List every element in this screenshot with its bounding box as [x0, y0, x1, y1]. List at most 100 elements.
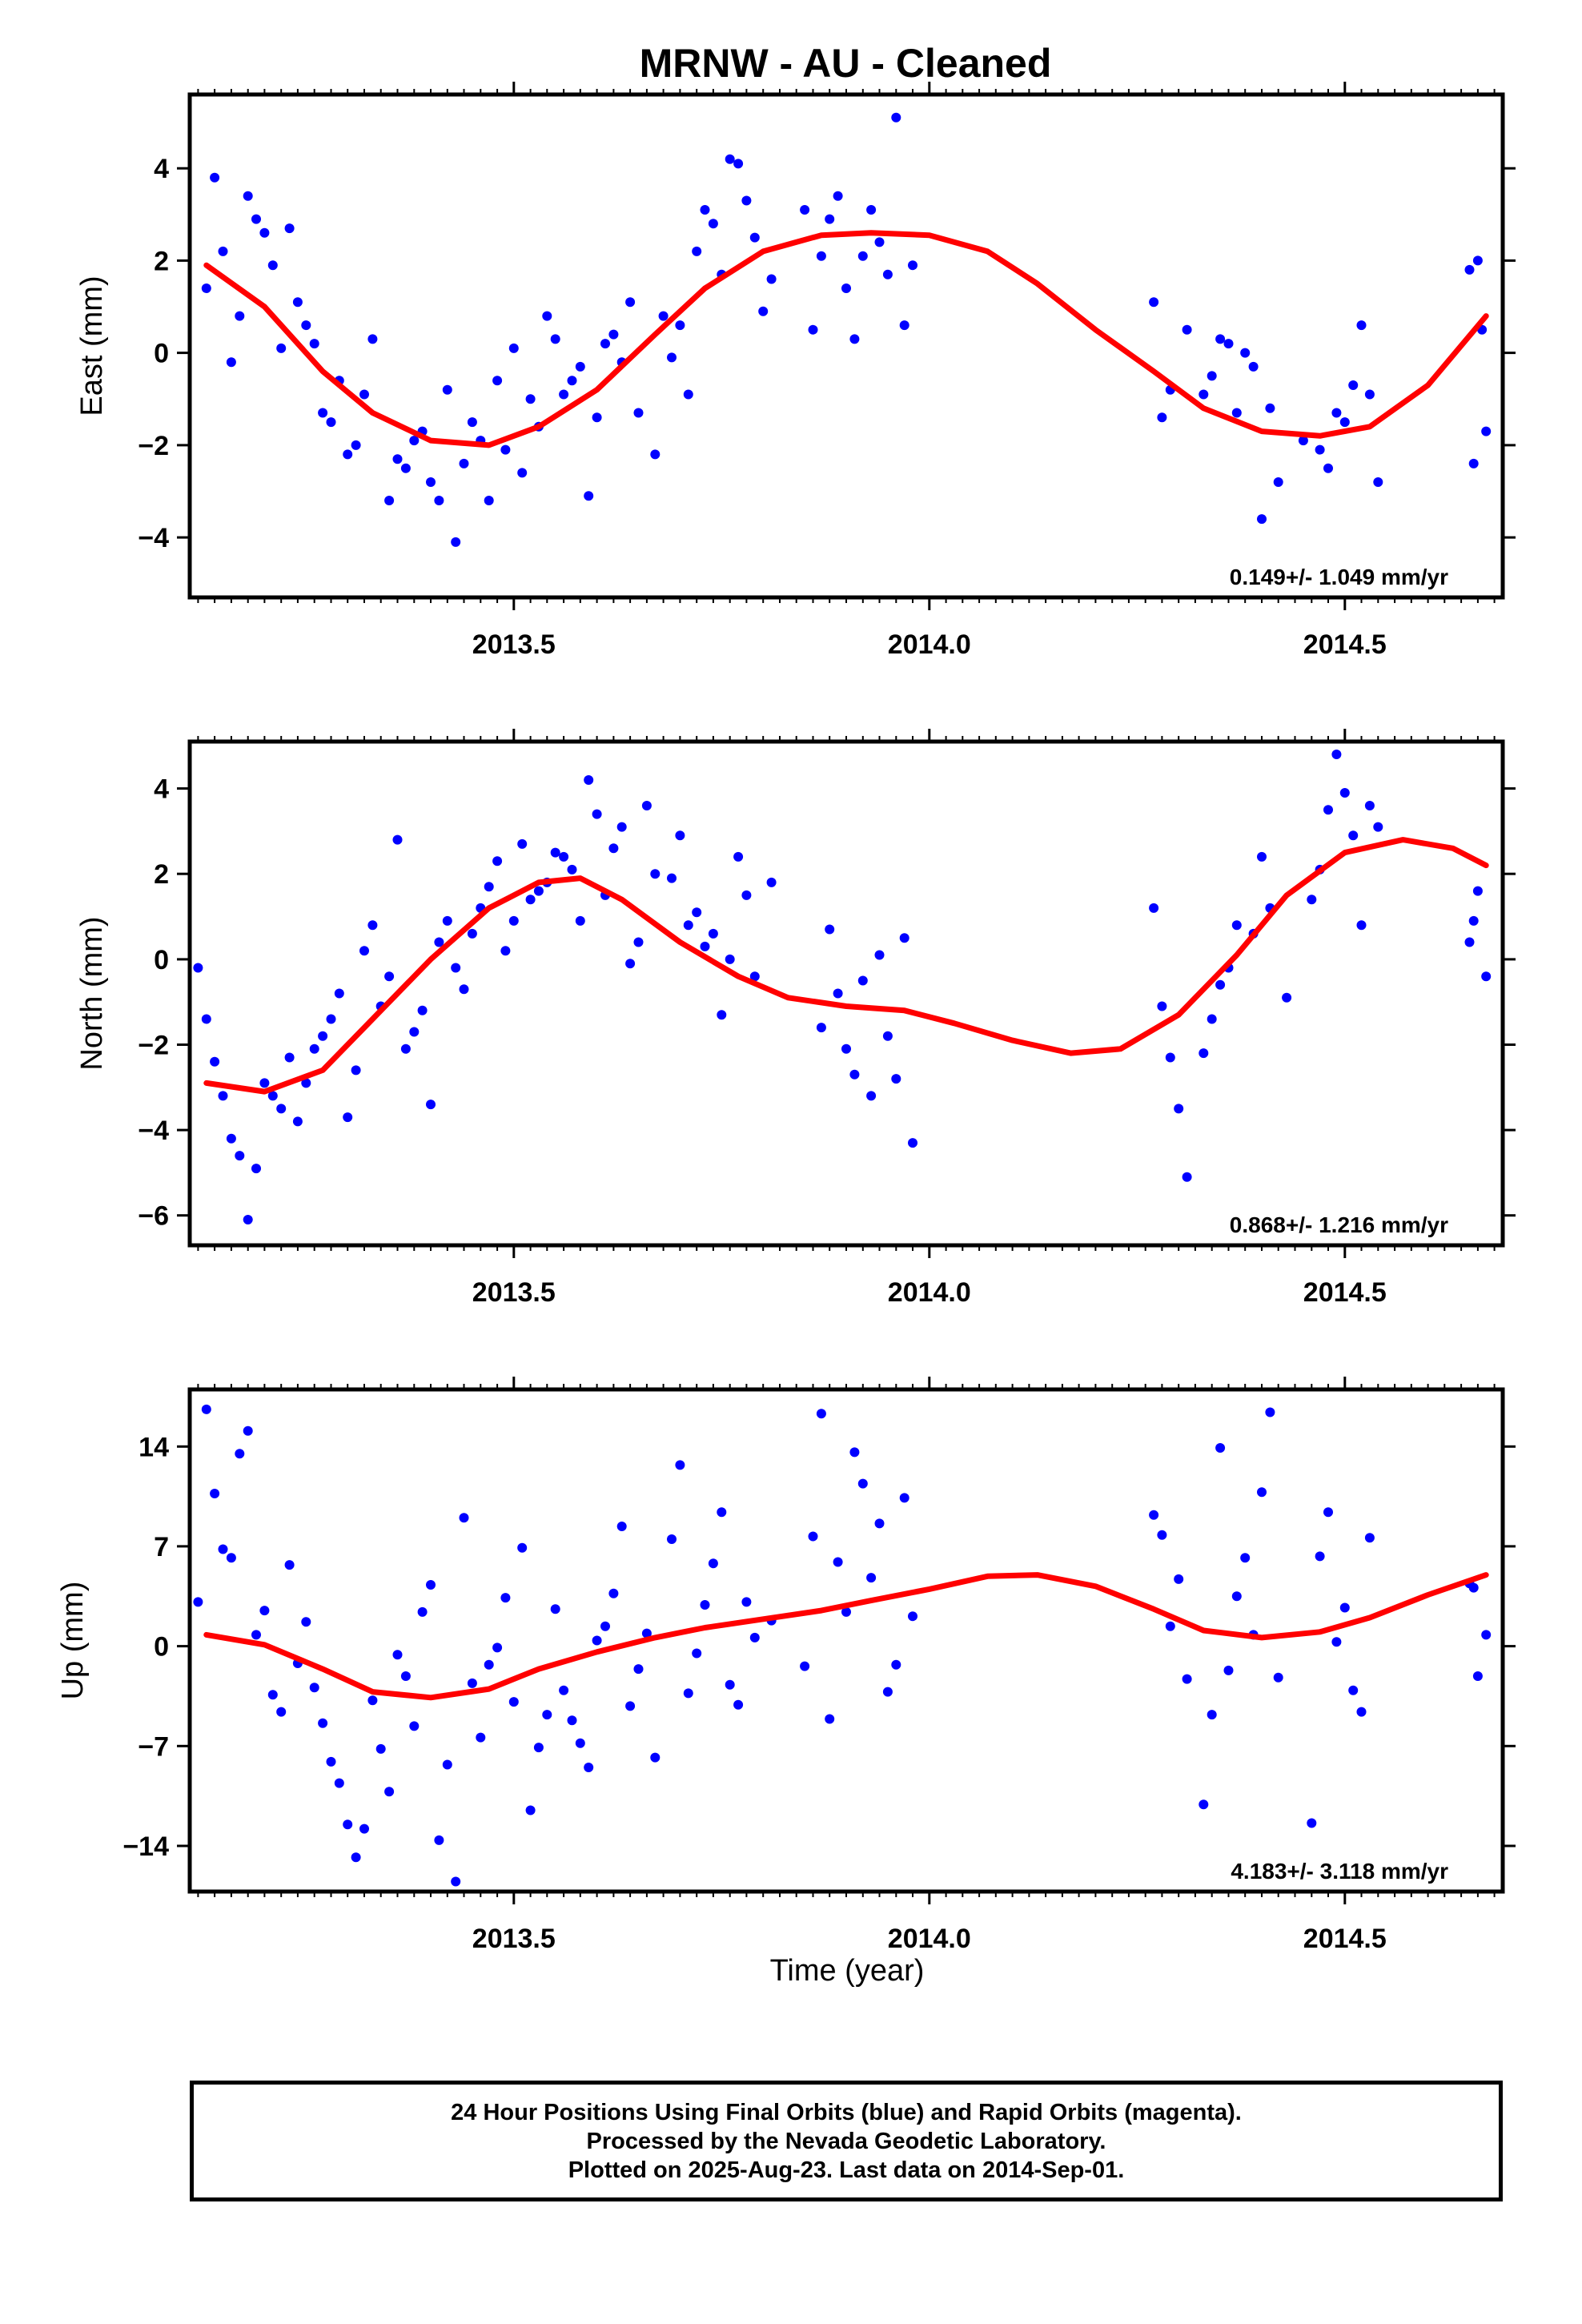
data-point [584, 491, 594, 501]
data-point [874, 950, 885, 960]
y-tick-label: −7 [138, 1731, 169, 1762]
data-point [367, 1695, 378, 1706]
data-point [392, 834, 403, 845]
data-point [625, 1701, 636, 1711]
data-point [567, 1715, 577, 1726]
data-point [318, 1031, 328, 1041]
data-point [542, 1710, 552, 1720]
data-point [683, 1688, 693, 1699]
data-point [1149, 297, 1159, 308]
data-point [492, 1642, 503, 1653]
data-point [284, 223, 295, 234]
plot-frame [187, 92, 1505, 600]
data-point [267, 1690, 278, 1700]
data-point [1223, 339, 1234, 349]
data-point [700, 1600, 710, 1610]
data-point [600, 339, 610, 349]
data-point [409, 1027, 420, 1037]
data-point [708, 928, 718, 939]
data-point [1215, 334, 1226, 344]
data-point [1315, 444, 1325, 455]
data-point [559, 1685, 569, 1695]
data-point [1464, 264, 1475, 275]
data-point [259, 1078, 270, 1088]
fit-curve [203, 837, 1489, 1095]
data-point [1481, 971, 1492, 982]
data-point [808, 1531, 818, 1542]
data-point [857, 1478, 868, 1489]
data-point [1240, 1553, 1251, 1563]
data-point [484, 496, 494, 505]
x-tick-label: 2014.0 [888, 629, 971, 660]
data-point [841, 1043, 851, 1054]
data-point [201, 1404, 211, 1414]
data-point [517, 838, 528, 849]
data-point [334, 988, 344, 999]
data-point [733, 159, 744, 169]
data-point [667, 873, 677, 883]
data-point [866, 205, 877, 215]
data-point [1199, 1048, 1209, 1059]
data-points [201, 112, 1492, 547]
data-point [1248, 361, 1259, 372]
data-point [1331, 1637, 1342, 1647]
data-point [808, 324, 818, 335]
data-point [1231, 1591, 1242, 1602]
x-tick-label: 2014.5 [1303, 1924, 1387, 1954]
data-point [259, 227, 270, 238]
data-point [874, 237, 885, 247]
y-tick-label: 2 [154, 246, 169, 276]
data-point [825, 214, 835, 224]
data-point [351, 1852, 361, 1863]
data-point [833, 191, 843, 201]
data-point [384, 496, 395, 505]
data-point [1323, 1507, 1333, 1518]
data-point [525, 394, 536, 404]
data-point [309, 339, 319, 349]
data-point [476, 1732, 486, 1743]
data-point [367, 920, 378, 931]
data-point [243, 1425, 253, 1436]
fit-curve [203, 1572, 1489, 1701]
data-point [849, 1069, 860, 1080]
data-point [1468, 915, 1479, 926]
data-point [891, 112, 901, 123]
data-point [301, 320, 311, 331]
data-point [1207, 1710, 1217, 1720]
data-point [359, 1823, 369, 1834]
data-point [451, 1876, 461, 1887]
y-tick-label: −6 [138, 1201, 169, 1232]
data-point [384, 971, 395, 982]
data-point [243, 191, 253, 201]
x-tick-label: 2013.5 [472, 629, 556, 660]
data-point [749, 1632, 760, 1642]
data-point [667, 352, 677, 363]
data-point [1468, 1582, 1479, 1593]
data-point [351, 440, 361, 450]
data-point [575, 915, 585, 926]
data-point [1273, 1672, 1283, 1683]
data-point [675, 1460, 685, 1470]
data-point [1231, 920, 1242, 931]
data-point [417, 1005, 428, 1015]
footer-line-2: Processed by the Nevada Geodetic Laborat… [586, 2128, 1106, 2154]
data-point [276, 1104, 287, 1114]
data-point [334, 1778, 344, 1788]
data-point [500, 1593, 511, 1603]
data-point [567, 864, 577, 875]
data-point [1257, 1487, 1267, 1498]
data-point [343, 1819, 353, 1830]
data-point [1364, 1533, 1375, 1543]
data-point [1165, 1621, 1175, 1631]
data-point [1339, 417, 1350, 428]
data-point [692, 907, 702, 918]
data-point [226, 357, 236, 368]
data-point [1215, 979, 1226, 990]
data-point [292, 297, 303, 308]
data-point [1265, 403, 1275, 413]
data-point [1364, 801, 1375, 810]
data-point [392, 1650, 403, 1660]
data-point [849, 1447, 860, 1458]
data-point [1348, 830, 1359, 841]
data-point [717, 1507, 727, 1518]
